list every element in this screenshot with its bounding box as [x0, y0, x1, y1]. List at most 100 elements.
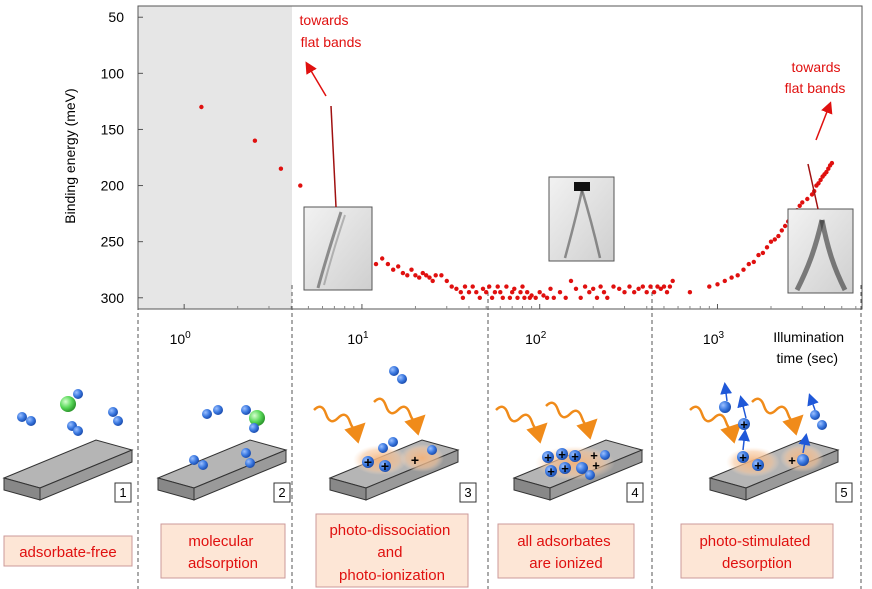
data-point	[474, 290, 479, 295]
data-point	[541, 293, 546, 298]
stage-1-label-line-1: adsorbate-free	[19, 544, 117, 561]
arpes-inset-middle	[548, 176, 615, 262]
data-point	[449, 284, 454, 289]
data-point	[824, 169, 829, 175]
data-point	[818, 177, 823, 183]
data-point	[655, 284, 660, 289]
stage-3-label-box	[315, 513, 469, 588]
data-points	[199, 104, 835, 300]
arpes-inset-right	[787, 163, 854, 294]
molecule-icon	[542, 448, 610, 480]
data-point	[741, 267, 746, 272]
stage-4-label-line-2: are ionized	[529, 555, 602, 572]
data-point	[632, 290, 637, 295]
data-point	[510, 290, 515, 295]
data-point	[504, 284, 509, 289]
data-point	[722, 278, 727, 284]
data-point	[427, 275, 432, 280]
stage-2-number-box	[273, 482, 291, 503]
data-point	[551, 295, 556, 300]
data-point	[278, 166, 284, 171]
data-point	[385, 261, 391, 267]
data-point	[413, 273, 418, 278]
charge-symbol: +	[590, 448, 598, 463]
charge-symbol: +	[558, 447, 566, 462]
stage-5-label-line-1: photo-stimulated	[699, 533, 810, 550]
stage-5-label-line-2: desorption	[722, 555, 792, 572]
data-point	[768, 239, 774, 244]
data-point	[617, 286, 622, 291]
charge-symbol: +	[788, 453, 796, 468]
stage-3-label-line-1: photo-dissociation	[329, 522, 450, 539]
data-point	[687, 290, 693, 295]
data-point	[420, 270, 425, 276]
data-point	[252, 138, 258, 143]
data-point	[640, 284, 645, 289]
data-point	[568, 278, 574, 284]
data-point	[756, 252, 761, 258]
stage-4-label: all adsorbates are ionized	[517, 533, 615, 572]
data-point	[764, 245, 770, 250]
data-point	[373, 261, 379, 267]
data-point	[797, 203, 802, 208]
arpes-inset-left	[303, 105, 373, 291]
x-tick-label: 103	[703, 330, 725, 347]
y-tick-label: 300	[101, 290, 125, 306]
y-tick-label: 100	[101, 65, 125, 81]
charge-symbol: +	[411, 452, 419, 468]
data-point	[480, 286, 486, 291]
stage-2-label-line-1: molecular	[188, 533, 253, 550]
data-point	[492, 290, 498, 295]
data-point	[664, 290, 670, 295]
stage-4-label-box	[497, 523, 635, 579]
x-axis-label-line-2: time (sec)	[777, 350, 838, 366]
charge-symbol: +	[754, 458, 762, 473]
data-point	[776, 233, 781, 239]
data-point	[405, 273, 410, 278]
data-point	[484, 290, 489, 295]
data-point	[466, 290, 472, 295]
stage-1-label: adsorbate-free	[19, 544, 117, 561]
data-point	[515, 295, 520, 300]
data-point	[715, 282, 720, 287]
data-point	[500, 295, 505, 300]
charge-symbol: +	[571, 449, 579, 464]
y-tick-label: 50	[108, 9, 124, 25]
data-point	[512, 286, 517, 291]
data-point	[591, 286, 596, 291]
data-point	[611, 284, 616, 289]
data-point	[826, 166, 831, 171]
data-point	[782, 223, 788, 229]
data-point	[487, 284, 492, 289]
stage-3-label-line-3: photo-ionization	[339, 567, 445, 584]
stage-5-number-box	[835, 482, 853, 503]
data-point	[544, 295, 550, 300]
charge-symbol: +	[544, 450, 552, 465]
data-point	[470, 284, 475, 289]
data-point	[636, 286, 641, 291]
data-point	[594, 295, 600, 300]
data-point	[670, 278, 675, 284]
data-point	[661, 284, 667, 289]
data-point	[601, 290, 607, 295]
data-point	[533, 295, 538, 300]
stage-3-label: photo-dissociation and photo-ionization	[329, 522, 454, 584]
data-point	[522, 295, 527, 300]
annotation-right-line-1: towards	[792, 59, 841, 75]
data-point	[587, 290, 592, 295]
charge-symbol: +	[561, 461, 569, 476]
charge-symbol: +	[740, 417, 748, 432]
annotation-left-line-1: towards	[300, 12, 349, 28]
data-point	[829, 160, 835, 166]
y-axis-label: Binding energy (meV)	[62, 88, 78, 223]
charge-symbol: +	[592, 458, 600, 473]
stage-5-illustration	[689, 382, 840, 501]
data-point	[582, 284, 588, 289]
data-point	[400, 270, 406, 276]
data-point	[460, 295, 466, 300]
charge-symbol: +	[364, 454, 372, 470]
data-point	[396, 264, 401, 269]
data-point	[380, 256, 385, 261]
y-tick-label: 200	[101, 178, 125, 194]
